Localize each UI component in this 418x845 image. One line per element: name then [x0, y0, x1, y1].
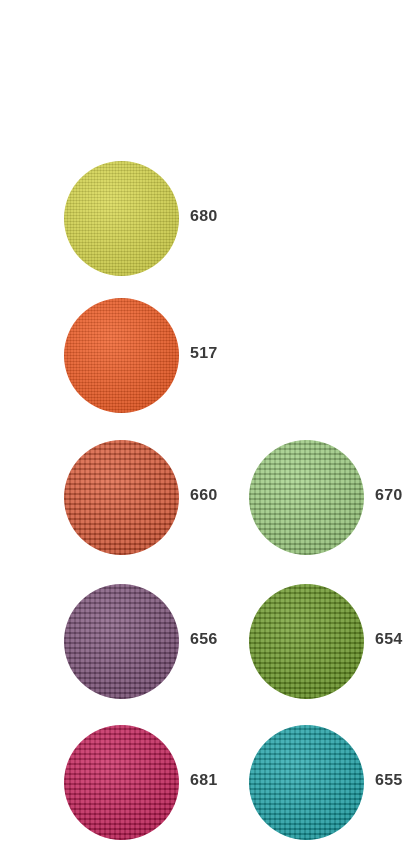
swatch-517[interactable]: 517	[64, 298, 418, 418]
fabric-chip	[249, 584, 364, 699]
swatch-670[interactable]: 670	[249, 440, 418, 560]
fabric-chip	[64, 298, 179, 413]
color-code: 655	[375, 772, 403, 789]
color-code: 680	[190, 208, 218, 225]
fabric-chip	[64, 161, 179, 276]
fabric-chip	[249, 440, 364, 555]
fabric-chip	[64, 584, 179, 699]
fabric-chip	[249, 725, 364, 840]
swatch-654[interactable]: 654	[249, 584, 418, 704]
swatch-660[interactable]: 660	[64, 440, 418, 560]
fabric-chip	[64, 440, 179, 555]
fabric-chip	[64, 725, 179, 840]
swatch-655[interactable]: 655	[249, 725, 418, 845]
swatch-656[interactable]: 656	[64, 584, 418, 704]
swatch-680[interactable]: 680	[64, 161, 418, 281]
color-code: 517	[190, 345, 218, 362]
color-code: 660	[190, 487, 218, 504]
color-code: 670	[375, 487, 403, 504]
color-code: 656	[190, 631, 218, 648]
swatch-681[interactable]: 681	[64, 725, 418, 845]
color-code: 654	[375, 631, 403, 648]
color-code: 681	[190, 772, 218, 789]
